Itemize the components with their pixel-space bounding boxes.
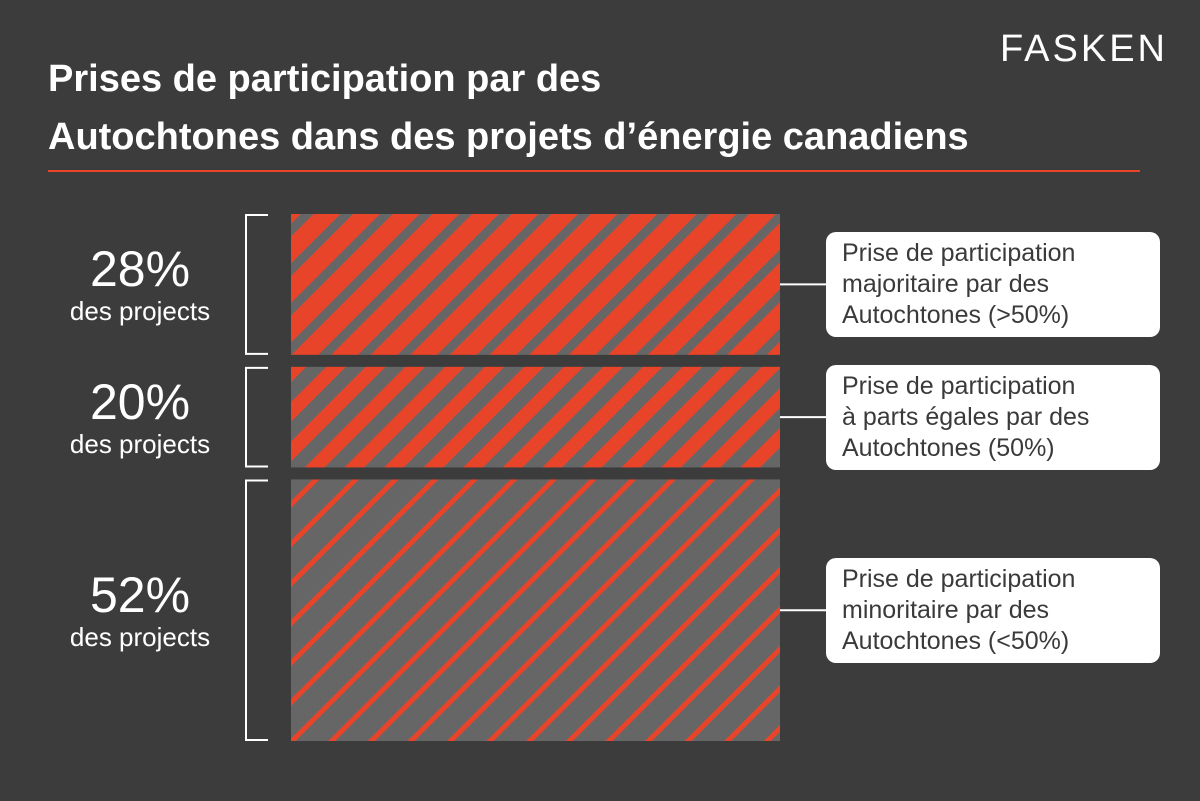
category-label-line: Prise de participation	[842, 239, 1076, 268]
percent-value: 52%	[89, 567, 191, 624]
bar-segment-majority	[291, 214, 780, 355]
percent-caption: des projects	[69, 622, 211, 653]
percent-value: 28%	[89, 241, 191, 298]
category-label-line: Prise de participation	[842, 372, 1076, 401]
bar-segment-equal	[291, 366, 780, 468]
chart-title-line-1: Prises de participation par des	[48, 58, 602, 100]
brand-logo: FASKEN	[1000, 28, 1168, 70]
bracket-equal	[245, 366, 268, 468]
category-label-line: minoritaire par des	[842, 596, 1050, 625]
category-label-line: Autochtones (50%)	[842, 434, 1055, 463]
percent-label-majority: 28% des projects	[40, 242, 240, 326]
category-label-line: à parts égales par des	[842, 403, 1090, 432]
category-label-majority: Prise de participation majoritaire par de…	[826, 232, 1160, 338]
bracket-majority	[245, 214, 268, 355]
category-label-line: Prise de participation	[842, 565, 1076, 594]
percent-caption: des projects	[69, 296, 211, 327]
percent-value: 20%	[89, 374, 191, 431]
percent-label-minority: 52% des projects	[40, 568, 240, 652]
category-label-equal: Prise de participation à parts égales par…	[826, 365, 1160, 471]
chart-title: Prises de participation par des Autochto…	[48, 50, 969, 166]
chart-title-line-2: Autochtones dans des projets d’énergie c…	[48, 116, 969, 158]
bracket-minority	[245, 479, 268, 741]
category-label-minority: Prise de participation minoritaire par de…	[826, 558, 1160, 664]
title-divider	[48, 170, 1140, 172]
category-label-line: Autochtones (<50%)	[842, 627, 1070, 656]
category-label-line: majoritaire par des	[842, 270, 1050, 299]
percent-label-equal: 20% des projects	[40, 375, 240, 459]
bar-segment-minority	[291, 479, 780, 741]
percent-caption: des projects	[69, 429, 211, 460]
category-label-line: Autochtones (>50%)	[842, 301, 1070, 330]
